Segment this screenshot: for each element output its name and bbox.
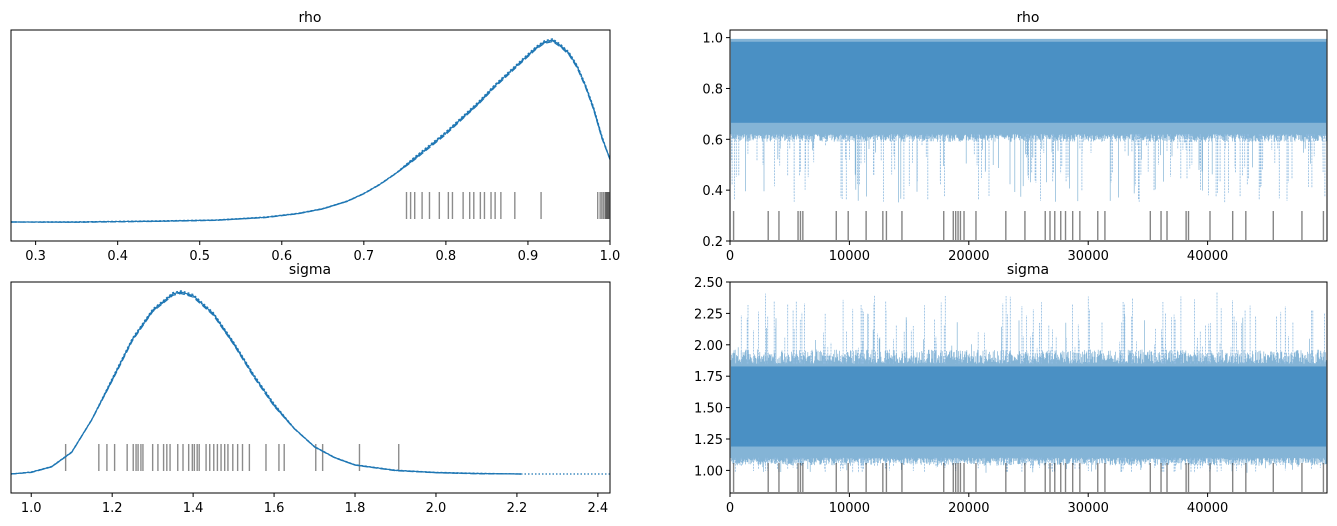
x-tick-label: 10000 [829,501,870,516]
sigma-density-frame [10,281,611,494]
sigma-trace-rug [732,463,1325,492]
y-tick-label: 0.6 [702,133,723,148]
y-tick-label: 1.25 [694,433,723,448]
sigma-trace-draws [730,292,1327,473]
trace-core [731,41,1326,123]
x-tick-label: 1.2 [102,501,123,516]
x-tick-label: 0.4 [107,249,128,264]
rho-density-xticks: 0.3 0.4 0.5 0.6 0.7 0.8 0.9 1.0 [25,241,620,264]
density-curve [10,40,611,223]
density-curve [10,292,522,475]
x-tick-label: 1.0 [600,249,621,264]
x-tick-label: 1.4 [183,501,204,516]
rho-trace-frame [729,29,1328,242]
sigma-density-curves [10,290,610,475]
x-tick-label: 0.7 [353,249,374,264]
x-tick-label: 20000 [948,501,989,516]
sigma-density-rug [64,444,400,471]
x-tick-label: 1.6 [264,501,285,516]
y-tick-label: 2.50 [694,276,723,291]
x-tick-label: 2.4 [588,501,609,516]
sigma-trace-panel: sigma 0 10000 20000 30000 40000 1.00 1.25 1.50 1… [694,262,1328,516]
y-tick-label: 1.0 [702,32,723,47]
x-tick-label: 10000 [829,249,870,264]
trace-outliers [734,292,1325,473]
y-tick-label: 1.50 [694,402,723,417]
rho-trace-draws [730,38,1327,203]
sigma-density-title: sigma [289,262,331,278]
sigma-density-panel: sigma 1.0 1.2 1.4 1.6 1.8 2.0 2.2 2.4 [10,262,611,516]
x-tick-label: 0.6 [271,249,292,264]
rho-trace-title: rho [1017,10,1040,26]
x-tick-label: 40000 [1187,501,1228,516]
sigma-density-xticks: 1.0 1.2 1.4 1.6 1.8 2.0 2.2 2.4 [21,493,608,516]
rho-density-curves [10,38,611,223]
rho-density-panel: rho 0.3 0.4 0.5 0.6 0.7 0.8 0.9 1.0 [10,10,620,264]
y-tick-label: 2.00 [694,339,723,354]
x-tick-label: 0.9 [518,249,539,264]
density-curve [10,40,611,223]
rho-trace-rug [732,211,1325,240]
trace-outliers [731,134,1326,203]
x-tick-label: 0.5 [189,249,210,264]
density-curve [10,38,611,223]
trace-core [731,366,1326,447]
sigma-trace-frame [729,281,1328,494]
x-tick-label: 1.0 [21,501,42,516]
sigma-trace-title: sigma [1007,262,1049,278]
x-tick-label: 0 [726,249,734,264]
y-tick-label: 0.8 [702,82,723,97]
rho-density-frame [10,29,611,242]
x-tick-label: 0 [726,501,734,516]
density-curve [11,39,611,223]
rho-trace-ticks: 0 10000 20000 30000 40000 0.2 0.4 0.6 0.8 1.0 [702,32,1228,264]
rho-density-rug [405,192,610,219]
x-tick-label: 30000 [1068,501,1109,516]
x-tick-label: 30000 [1068,249,1109,264]
x-tick-label: 20000 [948,249,989,264]
y-tick-label: 1.75 [694,370,723,385]
y-tick-label: 2.25 [694,307,723,322]
x-tick-label: 40000 [1187,249,1228,264]
rho-trace-panel: rho 0 10000 20000 30000 40000 0.2 0.4 0.6 0.8 1.0 [702,10,1328,264]
density-curve [10,290,522,475]
y-tick-label: 0.2 [702,235,723,250]
x-tick-label: 0.8 [436,249,457,264]
sigma-trace-ticks: 0 10000 20000 30000 40000 1.00 1.25 1.50 1.75 2.0… [694,276,1228,516]
x-tick-label: 2.2 [507,501,528,516]
x-tick-label: 1.8 [345,501,366,516]
x-tick-label: 0.3 [25,249,46,264]
y-tick-label: 1.00 [694,464,723,479]
x-tick-label: 2.0 [426,501,447,516]
y-tick-label: 0.4 [702,184,723,199]
rho-density-title: rho [299,10,322,26]
